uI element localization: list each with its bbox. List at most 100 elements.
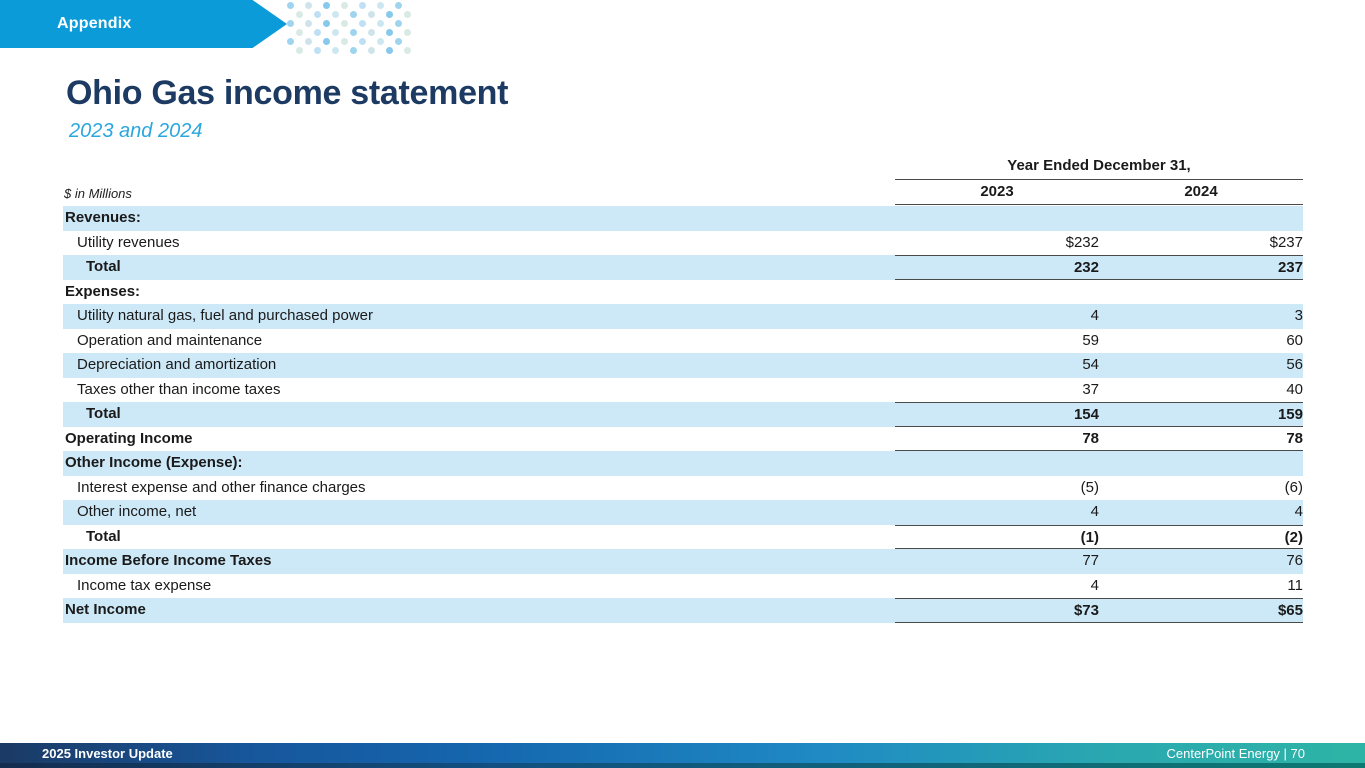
value-2023: 154 <box>1073 406 1099 424</box>
value-2024: $237 <box>1269 233 1303 251</box>
value-2024: 60 <box>1286 331 1303 349</box>
row-values: 154 159 <box>895 402 1303 427</box>
value-2024: 3 <box>1294 307 1303 325</box>
row-label: Total <box>86 258 121 276</box>
value-2023: 59 <box>1082 331 1099 349</box>
row-label: Total <box>86 527 121 545</box>
row-label: Utility natural gas, fuel and purchased … <box>77 307 374 325</box>
value-2023 <box>895 280 1099 305</box>
value-2024 <box>1099 206 1303 231</box>
value-2024: 11 <box>1287 576 1303 594</box>
footer-brand-page-number: CenterPoint Energy | 70 <box>1166 745 1305 761</box>
footer-bar: 2025 Investor Update CenterPoint Energy … <box>0 743 1365 763</box>
row-label: Other income, net <box>77 503 197 521</box>
appendix-banner-label: Appendix <box>57 15 132 32</box>
value-2023 <box>895 206 1099 231</box>
value-2023 <box>895 451 1099 476</box>
value-2023: 232 <box>1073 259 1099 277</box>
table-row: Other Income (Expense): <box>63 451 1303 476</box>
table-row: Total 232 237 <box>63 255 1303 280</box>
value-2023: 4 <box>1090 307 1099 325</box>
units-note: $ in Millions <box>64 186 132 201</box>
row-label: Operation and maintenance <box>77 331 263 349</box>
value-2023: (1) <box>1080 528 1099 546</box>
row-values <box>895 280 1303 305</box>
table-row: Utility natural gas, fuel and purchased … <box>63 304 1303 329</box>
value-2023: $73 <box>1073 602 1099 620</box>
table-row: Income Before Income Taxes 77 76 <box>63 549 1303 574</box>
row-label: Revenues: <box>65 209 141 226</box>
table-row: Other income, net 4 4 <box>63 500 1303 525</box>
row-values: (1) (2) <box>895 524 1303 550</box>
row-label: Total <box>86 405 121 423</box>
value-2024: 76 <box>1286 552 1303 570</box>
row-label: Utility revenues <box>77 233 180 251</box>
year-headers: 2023 2024 <box>895 181 1303 205</box>
value-2023: (5) <box>1080 478 1099 496</box>
table-row: Total 154 159 <box>63 402 1303 427</box>
footer-accent-strip <box>0 763 1365 768</box>
value-2023: 77 <box>1082 552 1099 570</box>
page-subtitle: 2023 and 2024 <box>69 120 203 142</box>
table-row: Operating Income 78 78 <box>63 427 1303 452</box>
value-2024: 78 <box>1286 429 1303 447</box>
value-2024: 159 <box>1277 406 1303 424</box>
value-2024: (6) <box>1284 478 1303 496</box>
value-2023: 78 <box>1082 429 1099 447</box>
page-title: Ohio Gas income statement <box>66 74 509 112</box>
value-2024: (2) <box>1284 528 1303 546</box>
column-header-2023: 2023 <box>980 183 1014 200</box>
value-2024: 40 <box>1286 380 1303 398</box>
table-row: Net Income $73 $65 <box>63 598 1303 623</box>
table-row: Utility revenues $232 $237 <box>63 231 1303 256</box>
table-row: Revenues: <box>63 206 1303 231</box>
value-2023: 4 <box>1090 576 1099 594</box>
value-2023: 37 <box>1082 380 1099 398</box>
value-2023: 54 <box>1082 356 1099 374</box>
period-header: Year Ended December 31, <box>895 157 1303 180</box>
footer-deck-title: 2025 Investor Update <box>42 745 173 761</box>
dot-pattern <box>287 2 417 54</box>
row-values: $73 $65 <box>895 598 1303 623</box>
value-2024 <box>1099 280 1303 305</box>
income-statement-table: Revenues: Utility revenues $232 $237 Total 23… <box>63 206 1303 623</box>
row-label: Expenses: <box>65 282 141 300</box>
appendix-banner <box>0 0 287 48</box>
row-values <box>895 206 1303 231</box>
value-2024 <box>1099 451 1303 476</box>
value-2024: $65 <box>1277 602 1303 620</box>
row-values: 78 78 <box>895 427 1303 452</box>
row-values: 59 60 <box>895 329 1303 354</box>
row-label: Interest expense and other finance charg… <box>77 478 366 496</box>
table-row: Total (1) (2) <box>63 524 1303 550</box>
value-2024: 237 <box>1277 259 1303 277</box>
value-2024: 4 <box>1294 503 1303 521</box>
table-row: Operation and maintenance 59 60 <box>63 329 1303 354</box>
row-values <box>895 451 1303 476</box>
table-row: Income tax expense 4 11 <box>63 574 1303 599</box>
row-label: Income tax expense <box>77 576 212 594</box>
table-row: Interest expense and other finance charg… <box>63 476 1303 501</box>
row-label: Income Before Income Taxes <box>65 552 272 570</box>
value-2023: $232 <box>1065 233 1099 251</box>
table-row: Depreciation and amortization 54 56 <box>63 353 1303 378</box>
table-row: Taxes other than income taxes 37 40 <box>63 378 1303 403</box>
row-values: 77 76 <box>895 549 1303 574</box>
row-label: Taxes other than income taxes <box>77 380 281 398</box>
row-values: (5) (6) <box>895 476 1303 501</box>
row-values: 54 56 <box>895 353 1303 378</box>
value-2023: 4 <box>1090 503 1099 521</box>
row-label: Net Income <box>65 601 146 619</box>
row-values: 37 40 <box>895 378 1303 403</box>
value-2024: 56 <box>1286 356 1303 374</box>
row-values: $232 $237 <box>895 231 1303 256</box>
row-label: Operating Income <box>65 429 193 447</box>
column-header-2024: 2024 <box>1184 183 1218 200</box>
row-values: 232 237 <box>895 255 1303 280</box>
row-values: 4 11 <box>895 574 1303 599</box>
row-label: Depreciation and amortization <box>77 356 277 374</box>
row-label: Other Income (Expense): <box>65 454 243 472</box>
